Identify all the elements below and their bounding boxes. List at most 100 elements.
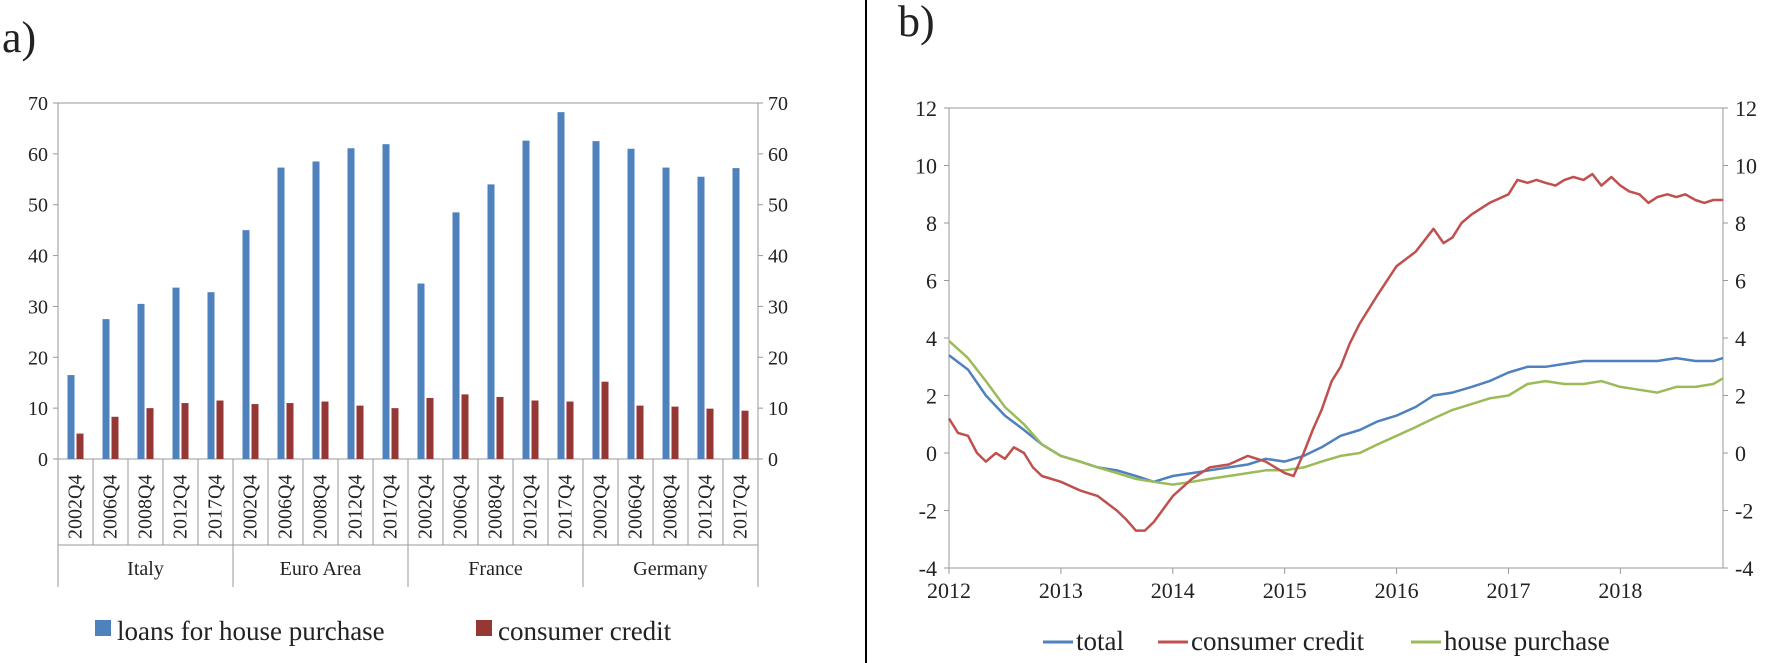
y-tick-label-right: 8 bbox=[1735, 211, 1746, 236]
bar-consumer-credit bbox=[496, 396, 504, 459]
legend-label-total: total bbox=[1076, 626, 1124, 656]
y-tick-label: 40 bbox=[28, 246, 48, 268]
x-tick-label: 2014 bbox=[1151, 578, 1195, 603]
bar-loans-for-house-purchase bbox=[522, 140, 530, 460]
x-group-label: Italy bbox=[127, 558, 164, 580]
y-axis-right-b: -4 -2 0 2 4 6 8 10 12 bbox=[1723, 96, 1757, 581]
x-axis-groups-a: Italy Euro Area France Germany bbox=[57, 459, 759, 587]
y-tick-label-right: 50 bbox=[768, 195, 788, 217]
bar-loans-for-house-purchase bbox=[592, 141, 600, 459]
x-category-label: 2012Q4 bbox=[695, 475, 717, 539]
bar-loans-for-house-purchase bbox=[627, 148, 635, 459]
y-tick-label-right: 12 bbox=[1735, 96, 1757, 121]
bar-loans-for-house-purchase bbox=[347, 148, 355, 459]
bar-loans-for-house-purchase bbox=[697, 176, 705, 459]
panel-b-label: b) bbox=[898, 0, 935, 46]
bar-loans-for-house-purchase bbox=[662, 167, 670, 460]
bar-loans-for-house-purchase bbox=[452, 212, 460, 459]
x-category-label: 2008Q4 bbox=[485, 475, 507, 539]
y-tick-label-right: 6 bbox=[1735, 269, 1746, 294]
bar-loans-for-house-purchase bbox=[137, 303, 145, 459]
x-category-label: 2008Q4 bbox=[135, 475, 157, 539]
x-category-label: 2008Q4 bbox=[310, 475, 332, 539]
bar-loans-for-house-purchase bbox=[207, 292, 215, 459]
y-tick-label-right: 4 bbox=[1735, 326, 1746, 351]
x-tick-label: 2015 bbox=[1263, 578, 1307, 603]
x-category-label: 2012Q4 bbox=[520, 475, 542, 539]
x-axis-b: 2012 2013 2014 2015 2016 2017 2018 bbox=[927, 568, 1642, 603]
bar-consumer-credit bbox=[531, 400, 539, 459]
bar-loans-for-house-purchase bbox=[172, 287, 180, 459]
bar-loans-for-house-purchase bbox=[312, 161, 320, 459]
y-tick-label-right: 30 bbox=[768, 296, 788, 318]
y-axis-right-a: 0 10 20 30 40 50 60 70 bbox=[758, 93, 788, 471]
panel-a-label: a) bbox=[2, 13, 36, 62]
x-category-label: 2002Q4 bbox=[415, 475, 437, 539]
x-category-label: 2017Q4 bbox=[380, 475, 402, 539]
y-tick-label-right: 70 bbox=[768, 93, 788, 115]
x-tick-label: 2012 bbox=[927, 578, 971, 603]
bar-loans-for-house-purchase bbox=[277, 167, 285, 460]
bar-consumer-credit bbox=[356, 405, 364, 459]
x-category-label: 2017Q4 bbox=[555, 475, 577, 539]
bar-consumer-credit bbox=[321, 401, 329, 459]
bar-loans-for-house-purchase bbox=[557, 112, 565, 459]
legend-label-consumer-credit: consumer credit bbox=[1191, 626, 1365, 656]
y-tick-label-right: 0 bbox=[768, 449, 778, 471]
bar-consumer-credit bbox=[286, 403, 294, 459]
y-tick-label: 4 bbox=[926, 326, 937, 351]
legend-swatch-consumer bbox=[476, 620, 492, 636]
y-tick-label: 60 bbox=[28, 144, 48, 166]
x-category-label: 2006Q4 bbox=[625, 475, 647, 539]
y-tick-label: 6 bbox=[926, 269, 937, 294]
legend-swatch-loans bbox=[95, 620, 111, 636]
bars-a bbox=[67, 112, 749, 460]
x-category-label: 2017Q4 bbox=[730, 475, 752, 539]
y-tick-label: 30 bbox=[28, 296, 48, 318]
x-tick-label: 2017 bbox=[1486, 578, 1530, 603]
y-tick-label-right: -2 bbox=[1735, 499, 1753, 524]
y-axis-left-a: 0 10 20 30 40 50 60 70 bbox=[28, 93, 58, 471]
legend-a: loans for house purchase consumer credit bbox=[95, 616, 672, 646]
y-tick-label: -2 bbox=[919, 499, 937, 524]
plot-area-a bbox=[57, 102, 759, 460]
legend-b: total consumer credit house purchase bbox=[1043, 626, 1610, 656]
bar-consumer-credit bbox=[566, 401, 574, 459]
y-tick-label-right: 10 bbox=[1735, 154, 1757, 179]
y-tick-label-right: 20 bbox=[768, 347, 788, 369]
x-axis-categories-a: 2002Q4 2006Q4 2008Q4 2012Q4 2017Q4 2002Q4 2006… bbox=[65, 459, 752, 545]
y-tick-label: 70 bbox=[28, 93, 48, 115]
y-tick-label: 0 bbox=[38, 449, 48, 471]
x-group-label: Germany bbox=[633, 558, 707, 580]
x-category-label: 2012Q4 bbox=[345, 475, 367, 539]
bar-loans-for-house-purchase bbox=[487, 184, 495, 459]
bar-consumer-credit bbox=[461, 394, 469, 459]
bar-consumer-credit bbox=[426, 397, 434, 459]
legend-label-house-purchase: house purchase bbox=[1444, 626, 1610, 656]
y-axis-left-b: -4 -2 0 2 4 6 8 10 12 bbox=[915, 96, 949, 581]
bar-consumer-credit bbox=[181, 403, 189, 459]
bar-loans-for-house-purchase bbox=[102, 319, 110, 459]
x-category-label: 2017Q4 bbox=[205, 475, 227, 539]
bar-consumer-credit bbox=[741, 410, 749, 459]
y-tick-label: 10 bbox=[915, 154, 937, 179]
x-tick-label: 2013 bbox=[1039, 578, 1083, 603]
x-tick-label: 2018 bbox=[1598, 578, 1642, 603]
x-category-label: 2002Q4 bbox=[590, 475, 612, 539]
bar-loans-for-house-purchase bbox=[242, 230, 250, 459]
bar-consumer-credit bbox=[216, 400, 224, 459]
x-category-label: 2006Q4 bbox=[450, 475, 472, 539]
bar-consumer-credit bbox=[146, 408, 154, 459]
y-tick-label-right: 40 bbox=[768, 246, 788, 268]
series-line-consumer-credit bbox=[947, 172, 1723, 532]
y-tick-label-right: 0 bbox=[1735, 441, 1746, 466]
x-category-label: 2006Q4 bbox=[275, 475, 297, 539]
bar-loans-for-house-purchase bbox=[67, 375, 75, 459]
bar-loans-for-house-purchase bbox=[732, 168, 740, 459]
x-category-label: 2002Q4 bbox=[65, 475, 87, 539]
x-category-label: 2012Q4 bbox=[170, 475, 192, 539]
bar-consumer-credit bbox=[671, 406, 679, 459]
bar-consumer-credit bbox=[251, 404, 259, 459]
x-tick-label: 2016 bbox=[1375, 578, 1419, 603]
